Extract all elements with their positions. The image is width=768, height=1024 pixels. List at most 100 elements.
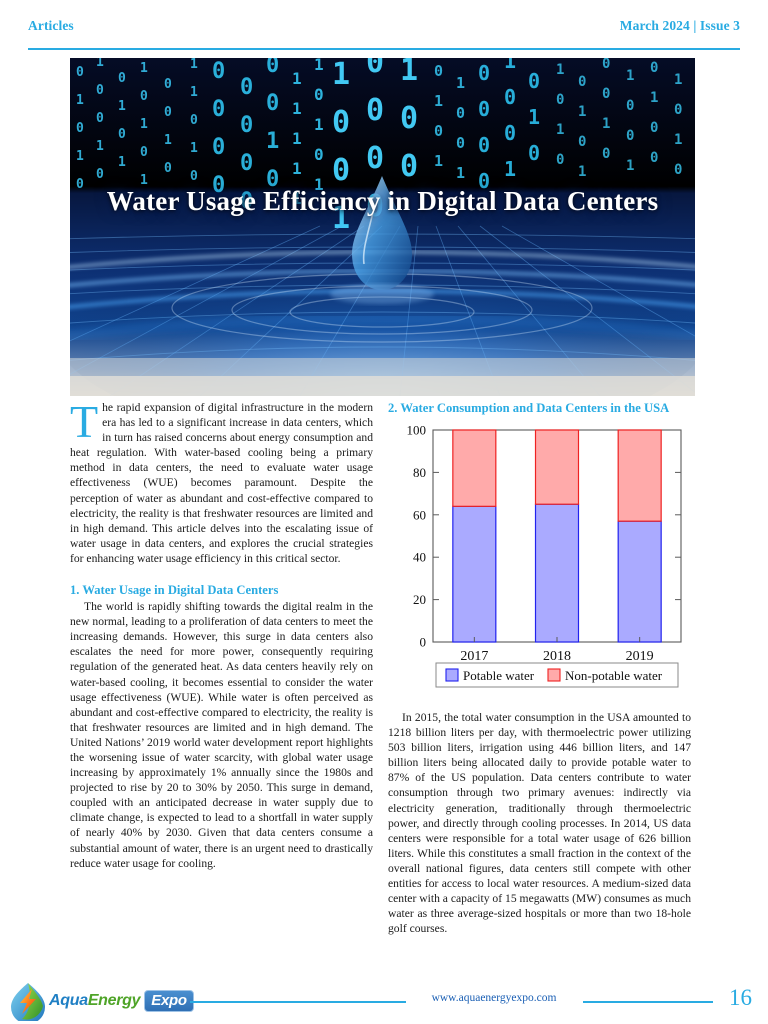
section-heading-1: 1. Water Usage in Digital Data Centers — [70, 583, 279, 598]
page-number: 16 — [729, 985, 752, 1010]
svg-text:1: 1 — [292, 129, 302, 148]
svg-text:0: 0 — [314, 85, 324, 104]
x-tick-label: 2018 — [543, 649, 571, 664]
svg-text:1: 1 — [314, 115, 324, 134]
svg-text:1: 1 — [314, 175, 324, 194]
svg-text:0: 0 — [504, 85, 516, 109]
bar-segment — [617, 429, 662, 522]
svg-text:1: 1 — [456, 164, 465, 182]
svg-text:1: 1 — [140, 117, 148, 132]
svg-text:0: 0 — [478, 97, 490, 121]
svg-text:1: 1 — [96, 139, 104, 154]
svg-text:1: 1 — [118, 99, 126, 114]
svg-text:0: 0 — [556, 152, 564, 168]
svg-text:0: 0 — [578, 134, 586, 150]
svg-text:0: 0 — [556, 92, 564, 108]
water-consumption-chart: 0 20 40 60 80 100 2017 2018 2019 Potable water … — [388, 420, 691, 710]
water-droplet-logo-icon — [11, 983, 45, 1021]
stacked-bar-chart: 0 20 40 60 80 100 2017 2018 2019 Potable water … — [407, 423, 682, 688]
svg-text:0: 0 — [434, 122, 443, 140]
drop-cap: T — [70, 396, 99, 447]
aquaenergy-expo-logo[interactable]: Aqua Energy Expo — [8, 980, 194, 1022]
svg-text:1: 1 — [578, 104, 586, 120]
svg-text:0: 0 — [314, 145, 324, 164]
svg-text:0: 0 — [212, 135, 225, 160]
svg-text:0: 0 — [212, 59, 225, 84]
svg-text:1: 1 — [528, 105, 540, 129]
svg-text:1: 1 — [674, 132, 682, 148]
svg-text:0: 0 — [332, 105, 350, 140]
svg-text:0: 0 — [190, 113, 198, 128]
svg-text:1: 1 — [332, 58, 350, 92]
svg-text:1: 1 — [190, 85, 198, 100]
svg-text:0: 0 — [366, 93, 384, 128]
section-2-body: In 2015, the total water consumption in … — [388, 711, 691, 936]
svg-text:0: 0 — [266, 58, 279, 78]
page-header: Articles March 2024 | Issue 3 — [28, 18, 740, 50]
svg-text:1: 1 — [650, 90, 658, 106]
y-tick-label: 60 — [413, 507, 426, 522]
svg-text:1: 1 — [96, 58, 104, 70]
svg-text:1: 1 — [556, 122, 564, 138]
svg-text:0: 0 — [140, 145, 148, 160]
svg-text:1: 1 — [674, 72, 682, 88]
svg-text:0: 0 — [266, 167, 279, 192]
svg-text:0: 0 — [96, 83, 104, 98]
legend-label-nonpotable: Non-potable water — [565, 668, 663, 683]
svg-text:0: 0 — [164, 161, 172, 176]
bar-segment — [452, 429, 497, 507]
svg-text:0: 0 — [76, 65, 84, 80]
chart-bars — [452, 429, 662, 643]
svg-text:0: 0 — [456, 134, 465, 152]
header-issue-label: March 2024 | Issue 3 — [619, 18, 740, 33]
bar-segment — [534, 429, 580, 505]
svg-text:0: 0 — [96, 111, 104, 126]
y-axis-ticks: 0 20 40 60 80 100 — [407, 423, 681, 650]
svg-text:1: 1 — [190, 58, 198, 72]
footer-website-url[interactable]: www.aquaenergyexpo.com — [431, 992, 557, 1004]
svg-text:1: 1 — [456, 74, 465, 92]
y-tick-label: 0 — [420, 635, 427, 650]
x-tick-label: 2019 — [626, 649, 654, 664]
header-section-label: Articles — [28, 18, 74, 33]
svg-text:1: 1 — [76, 93, 84, 108]
svg-text:1: 1 — [140, 61, 148, 76]
svg-text:0: 0 — [118, 127, 126, 142]
svg-text:0: 0 — [76, 177, 84, 192]
svg-text:1: 1 — [434, 152, 443, 170]
svg-text:0: 0 — [602, 86, 610, 102]
svg-text:1: 1 — [164, 133, 172, 148]
y-tick-label: 100 — [407, 423, 427, 438]
svg-text:0: 0 — [674, 102, 682, 118]
svg-text:0: 0 — [478, 61, 490, 85]
svg-text:0: 0 — [240, 75, 253, 100]
bar-segment — [452, 505, 497, 643]
svg-text:0: 0 — [212, 97, 225, 122]
svg-text:0: 0 — [626, 128, 634, 144]
svg-text:1: 1 — [76, 149, 84, 164]
x-axis-ticks: 2017 2018 2019 — [460, 637, 654, 664]
section-1-body: The world is rapidly shifting towards th… — [70, 600, 373, 870]
svg-text:1: 1 — [504, 58, 516, 73]
svg-text:1: 1 — [292, 159, 302, 178]
svg-text:0: 0 — [366, 141, 384, 176]
legend-label-potable: Potable water — [463, 668, 535, 683]
svg-text:0: 0 — [528, 69, 540, 93]
svg-text:0: 0 — [400, 101, 418, 136]
svg-text:1: 1 — [400, 58, 418, 88]
svg-text:1: 1 — [118, 155, 126, 170]
svg-text:0: 0 — [456, 104, 465, 122]
svg-text:0: 0 — [164, 77, 172, 92]
svg-text:1: 1 — [504, 157, 516, 181]
svg-text:0: 0 — [434, 62, 443, 80]
svg-text:0: 0 — [674, 162, 682, 178]
svg-text:0: 0 — [366, 58, 384, 80]
x-tick-label: 2017 — [460, 649, 488, 664]
svg-text:1: 1 — [626, 158, 634, 174]
svg-text:0: 0 — [650, 120, 658, 136]
svg-text:0: 0 — [578, 74, 586, 90]
